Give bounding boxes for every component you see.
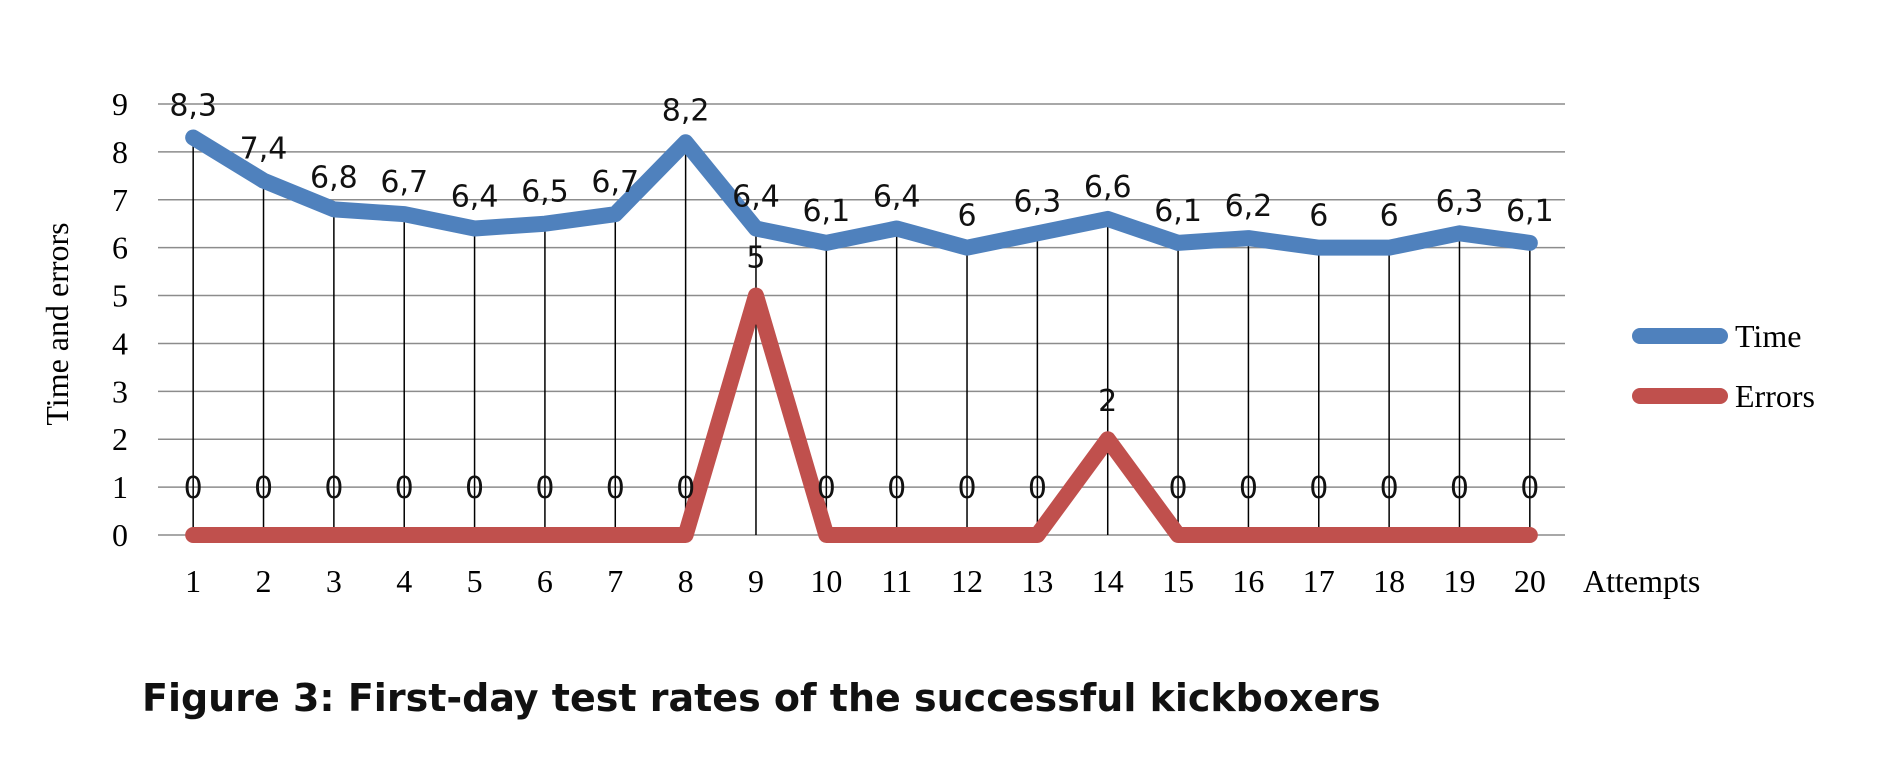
x-tick-label: 5 [467,563,483,599]
time-data-label: 7,4 [240,132,288,167]
errors-data-label: 0 [395,471,414,506]
legend-label-errors: Errors [1735,378,1815,414]
y-tick-label: 0 [112,517,128,553]
x-tick-label: 13 [1021,563,1053,599]
x-tick-label: 16 [1232,563,1264,599]
time-data-label: 6,3 [1436,184,1484,219]
x-axis-ticks: 1 2 3 4 5 6 7 8 9 10 11 12 13 14 15 16 17 18 19 20 [185,563,1546,599]
time-data-label: 6,7 [380,165,428,200]
errors-data-label: 0 [254,471,273,506]
x-axis-label: Attempts [1583,563,1700,599]
series-line-errors [185,287,1538,543]
x-tick-label: 14 [1092,563,1124,599]
x-tick-label: 17 [1303,563,1335,599]
errors-data-label: 0 [957,471,976,506]
errors-data-label: 0 [817,471,836,506]
y-tick-label: 2 [112,421,128,457]
errors-data-label: 0 [535,471,554,506]
time-data-label: 6,4 [873,180,921,215]
gridlines [158,103,1565,536]
data-labels: 8,3 7,4 6,8 6,7 6,4 6,5 6,7 8,2 6,4 6,1 6,4 6 6,3 6,6… [169,89,1553,507]
time-data-label: 6,1 [802,194,850,229]
drop-lines [192,137,1531,535]
x-tick-label: 19 [1443,563,1475,599]
x-tick-label: 15 [1162,563,1194,599]
time-data-label: 6,1 [1506,194,1554,229]
y-tick-label: 5 [112,278,128,314]
y-tick-label: 9 [112,86,128,122]
time-data-label: 6,4 [451,180,499,215]
errors-data-label: 0 [184,471,203,506]
x-tick-label: 18 [1373,563,1405,599]
x-tick-label: 20 [1514,563,1546,599]
errors-data-label: 0 [887,471,906,506]
time-data-label: 6 [957,199,976,234]
time-data-label: 6,8 [310,160,358,195]
y-tick-label: 1 [112,469,128,505]
legend: Time Errors [1632,318,1815,414]
time-data-label: 6,6 [1084,170,1132,205]
errors-data-label: 0 [324,471,343,506]
x-tick-label: 4 [396,563,412,599]
errors-data-label: 0 [1028,471,1047,506]
x-tick-label: 2 [256,563,272,599]
time-data-label: 6 [1380,199,1399,234]
time-data-label: 8,2 [662,93,710,128]
y-tick-label: 7 [112,182,128,218]
time-data-label: 6 [1309,199,1328,234]
errors-data-label: 5 [746,241,765,276]
legend-label-time: Time [1735,318,1801,354]
x-tick-label: 10 [810,563,842,599]
time-data-label: 6,1 [1154,194,1202,229]
y-axis-label: Time and errors [39,222,75,425]
time-data-label: 6,4 [732,180,780,215]
time-data-label: 6,3 [1014,184,1062,219]
errors-data-label: 0 [676,471,695,506]
errors-data-label: 0 [1380,471,1399,506]
errors-data-label: 2 [1098,384,1117,419]
x-tick-label: 7 [607,563,623,599]
x-tick-label: 6 [537,563,553,599]
x-tick-label: 11 [881,563,912,599]
y-tick-label: 3 [112,373,128,409]
x-tick-label: 1 [185,563,201,599]
time-data-label: 6,5 [521,175,569,210]
errors-data-label: 0 [465,471,484,506]
time-data-label: 8,3 [169,89,217,124]
errors-data-label: 0 [1520,471,1539,506]
x-tick-label: 8 [678,563,694,599]
errors-data-label: 0 [1169,471,1188,506]
errors-data-label: 0 [606,471,625,506]
x-tick-label: 3 [326,563,342,599]
figure-caption: Figure 3: First-day test rates of the su… [142,676,1381,720]
y-tick-label: 6 [112,230,128,266]
time-data-label: 6,7 [591,165,639,200]
x-tick-label: 9 [748,563,764,599]
errors-data-label: 0 [1450,471,1469,506]
series-lines [185,129,1538,543]
time-data-label: 6,2 [1225,189,1273,224]
series-line-time [185,129,1538,256]
y-tick-label: 4 [112,325,128,361]
errors-data-label: 0 [1309,471,1328,506]
y-axis-ticks: 0 1 2 3 4 5 6 7 8 9 [112,86,128,553]
x-tick-label: 12 [951,563,983,599]
errors-data-label: 0 [1239,471,1258,506]
y-tick-label: 8 [112,134,128,170]
